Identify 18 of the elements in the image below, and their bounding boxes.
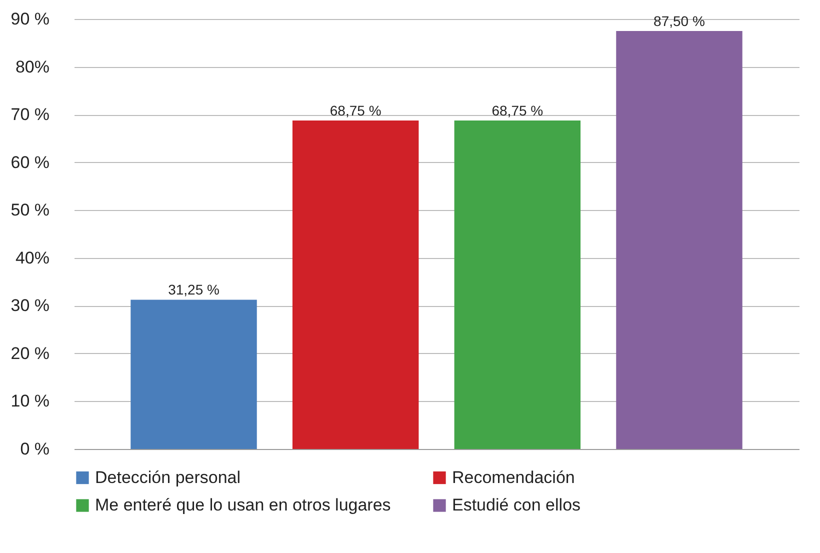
data-label: 87,50 % — [654, 12, 705, 29]
data-label: 68,75 % — [492, 102, 544, 119]
y-tick-label: 70 % — [10, 105, 50, 124]
y-tick-label: 80% — [15, 57, 50, 76]
data-label: 68,75 % — [330, 102, 382, 119]
legend-label: Me enteré que lo usan en otros lugares — [95, 496, 391, 514]
y-tick-label: 20 % — [10, 344, 50, 363]
data-label: 31,25 % — [168, 282, 220, 298]
y-tick-label: 50 % — [10, 200, 50, 220]
y-tick-label: 40% — [15, 248, 50, 268]
y-tick-label: 30 % — [10, 296, 50, 316]
legend-label: Recomendación — [452, 468, 575, 487]
y-tick-label: 0 % — [20, 440, 50, 458]
y-tick-label: 60 % — [10, 152, 50, 172]
legend-label: Estudié con ellos — [452, 496, 581, 514]
y-tick-label: 90 % — [10, 10, 50, 28]
y-tick-label: 10 % — [10, 392, 50, 411]
legend-label: Detección personal — [95, 468, 241, 487]
